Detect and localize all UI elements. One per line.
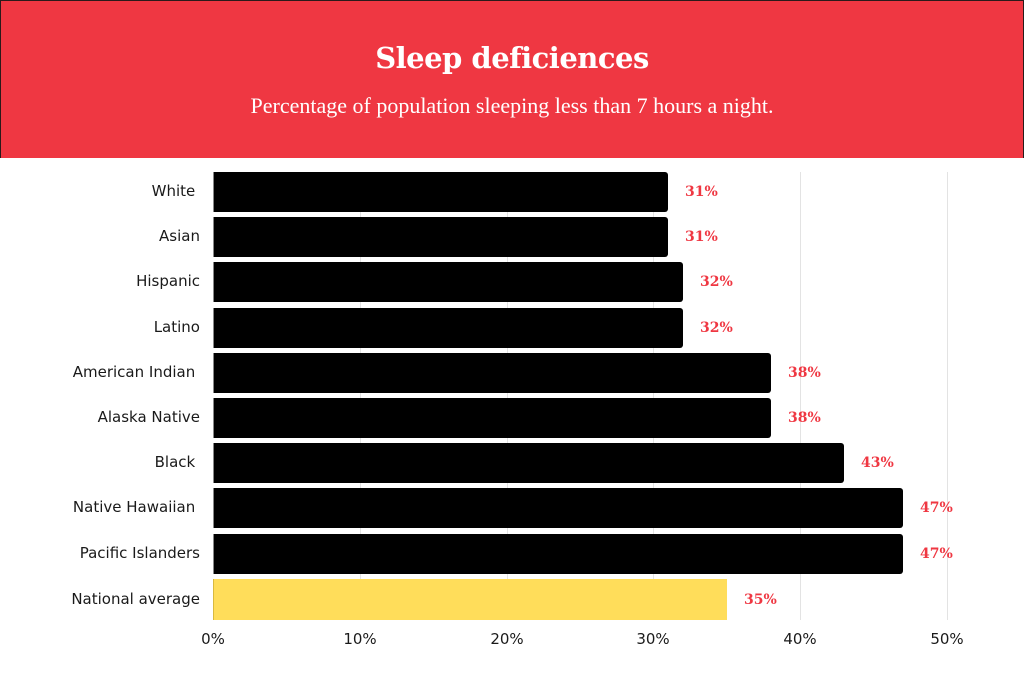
category-label: Latino — [153, 318, 200, 336]
value-label: 32% — [700, 320, 733, 336]
data-bar — [213, 262, 683, 302]
gridline — [800, 172, 801, 620]
gridline — [947, 172, 948, 620]
data-bar — [213, 308, 683, 348]
value-label: 35% — [744, 591, 777, 608]
category-label: Asian — [159, 227, 200, 245]
x-axis-tick-label: 20% — [490, 630, 524, 648]
category-label: Pacific Islanders — [79, 544, 200, 562]
category-label: Hispanic — [136, 272, 200, 290]
chart-header: Sleep deficiences Percentage of populati… — [0, 0, 1024, 158]
category-label: National average — [71, 589, 200, 608]
value-label: 38% — [788, 365, 821, 381]
x-axis-tick-label: 40% — [783, 630, 817, 648]
category-label: Native Hawaiian — [72, 498, 200, 516]
category-label: Alaska Native — [97, 408, 200, 426]
value-label: 38% — [788, 410, 821, 426]
chart-subtitle: Percentage of population sleeping less t… — [250, 93, 774, 118]
value-label: 32% — [700, 274, 733, 290]
data-bar — [213, 443, 844, 483]
data-bar — [213, 217, 668, 257]
highlight-bar — [213, 579, 727, 620]
gridline — [507, 172, 508, 620]
category-label: White — [151, 182, 200, 200]
value-label: 31% — [685, 229, 718, 245]
value-label: 47% — [920, 500, 953, 516]
x-axis-tick-label: 30% — [636, 630, 670, 648]
category-label: American Indian — [72, 363, 200, 381]
x-axis-tick-label: 50% — [930, 630, 964, 648]
x-axis-tick-label: 0% — [201, 630, 225, 648]
data-bar — [213, 353, 771, 393]
value-label: 47% — [920, 546, 953, 562]
gridline — [360, 172, 361, 620]
x-axis-tick-label: 10% — [343, 630, 377, 648]
value-label: 43% — [861, 455, 894, 471]
chart-title: Sleep deficiences — [375, 41, 649, 75]
data-bar — [213, 172, 668, 212]
value-label: 31% — [685, 184, 718, 200]
category-label: Black — [154, 453, 200, 471]
data-bar — [213, 534, 903, 574]
gridline — [653, 172, 654, 620]
data-bar — [213, 398, 771, 438]
data-bar — [213, 488, 903, 528]
